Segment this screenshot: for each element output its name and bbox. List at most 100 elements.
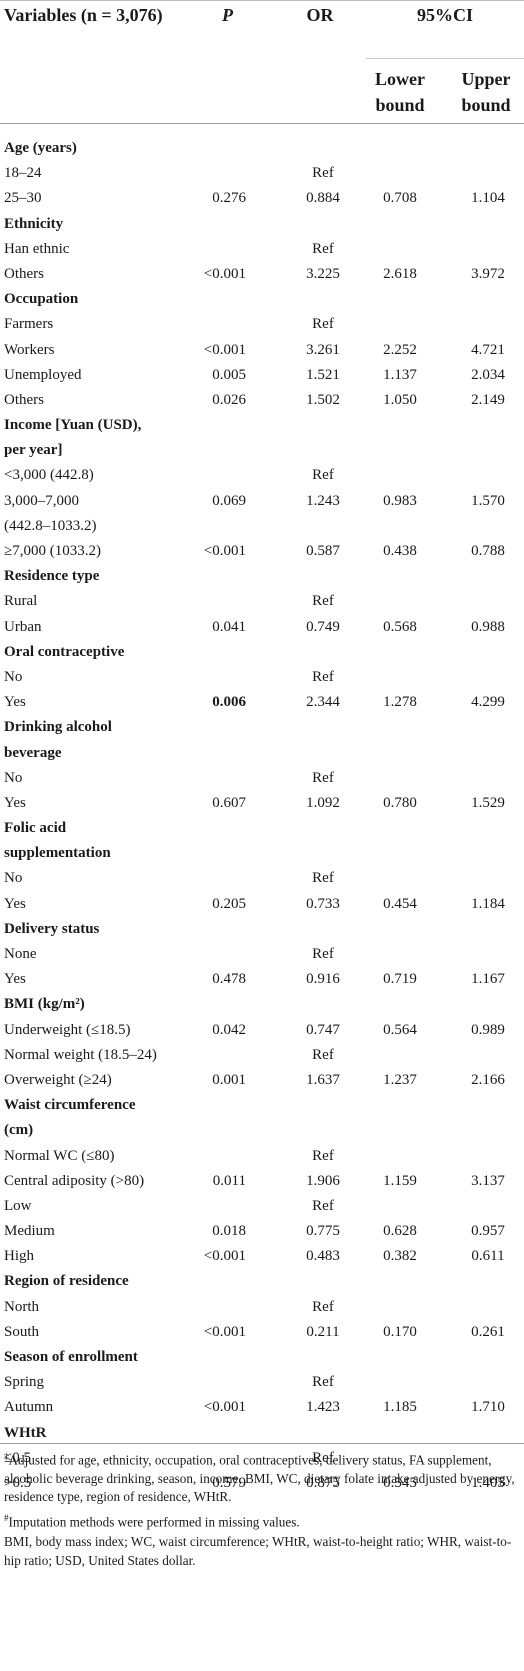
odds-ratio-cell: Ref <box>312 769 334 786</box>
odds-ratio-cell: 3.225 <box>306 265 340 282</box>
table-row: Normal WC (≤80) Ref <box>0 1144 524 1169</box>
table-row: South <0.001 0.211 0.170 0.261 <box>0 1320 524 1345</box>
lower-bound-cell: 0.438 <box>383 543 417 559</box>
row-label: Han ethnic <box>4 240 70 257</box>
upper-bound-cell: 0.988 <box>471 618 505 635</box>
odds-ratio-cell: Ref <box>312 870 334 887</box>
table-row: Central adiposity (>80) 0.011 1.906 1.159 3.… <box>0 1169 524 1194</box>
row-label: Urban <box>4 618 42 635</box>
row-label: Workers <box>4 341 55 358</box>
odds-ratio-cell: 0.587 <box>306 543 340 559</box>
row-label: Oral contraceptive <box>4 643 125 660</box>
table-row: Overweight (≥24) 0.001 1.637 1.237 2.166 <box>0 1068 524 1093</box>
section-row: Occupation <box>0 287 524 312</box>
row-label: Low <box>4 1197 32 1214</box>
table-row: Yes 0.205 0.733 0.454 1.184 <box>0 892 524 917</box>
header-confidence-interval: 95%CI <box>416 5 473 25</box>
row-label: Normal WC (≤80) <box>4 1147 115 1164</box>
odds-ratio-cell: 0.211 <box>306 1323 340 1340</box>
table-footnotes: ‡Adjusted for age, ethnicity, occupation… <box>4 1447 518 1572</box>
row-label: Season of enrollment <box>4 1349 138 1365</box>
row-label: Ethnicity <box>4 215 64 232</box>
lower-bound-cell: 1.237 <box>383 1071 417 1088</box>
p-value-cell: 0.006 <box>212 694 246 711</box>
footnote-adjusted-mark: ‡ <box>4 1451 9 1461</box>
ci-subheader-rule <box>366 58 524 59</box>
row-label: per year] <box>4 442 63 459</box>
p-value-cell: 0.607 <box>212 794 246 811</box>
table-row: Spring Ref <box>0 1370 524 1395</box>
lower-bound-cell: 0.568 <box>383 618 417 635</box>
upper-bound-cell: 4.299 <box>471 694 505 711</box>
table-row: None Ref <box>0 942 524 967</box>
section-row: supplementation <box>0 841 524 866</box>
odds-ratio-cell: 1.423 <box>306 1399 340 1416</box>
p-value-cell: 0.579 <box>212 1474 246 1491</box>
row-label: Region of residence <box>4 1273 129 1290</box>
table-row: Rural Ref <box>0 589 524 614</box>
p-value-cell: 0.276 <box>212 190 246 207</box>
p-value-cell: 0.026 <box>212 391 246 408</box>
table-row: High <0.001 0.483 0.382 0.611 <box>0 1244 524 1269</box>
p-value-cell: 0.478 <box>212 971 246 988</box>
section-row: Oral contraceptive <box>0 640 524 665</box>
row-label: Underweight (≤18.5) <box>4 1021 131 1038</box>
table-row: Yes 0.006 2.344 1.278 4.299 <box>0 690 524 715</box>
header-variables: Variables (n = 3,076) <box>4 5 163 25</box>
table-row: Normal weight (18.5–24) Ref <box>0 1043 524 1068</box>
p-value-cell: 0.001 <box>212 1071 246 1088</box>
header-bottom-rule <box>0 123 524 124</box>
odds-ratio-cell: 0.875 <box>306 1474 340 1491</box>
table-header: Variables (n = 3,076) P OR 95%CI Lower b… <box>0 0 524 124</box>
odds-ratio-cell: 0.733 <box>306 895 340 912</box>
row-label: Farmers <box>4 316 54 333</box>
upper-bound-cell: 1.405 <box>471 1474 505 1491</box>
odds-ratio-cell: Ref <box>312 946 334 962</box>
row-label: Income [Yuan (USD), <box>4 417 142 434</box>
upper-bound-cell: 2.149 <box>471 391 505 408</box>
row-label: Others <box>4 265 44 282</box>
row-label: Waist circumference <box>4 1097 136 1114</box>
row-label: South <box>4 1323 40 1340</box>
odds-ratio-cell: 1.243 <box>306 492 340 509</box>
odds-ratio-cell: Ref <box>312 467 334 484</box>
row-label: Medium <box>4 1223 55 1240</box>
lower-bound-cell: 0.628 <box>383 1223 417 1240</box>
row-label: Yes <box>4 794 26 811</box>
odds-ratio-cell: 0.884 <box>306 190 340 207</box>
row-label: Normal weight (18.5–24) <box>4 1046 157 1063</box>
header-odds-ratio: OR <box>306 5 334 25</box>
lower-bound-cell: 0.983 <box>383 492 417 509</box>
row-label: 3,000–7,000 <box>4 492 79 509</box>
lower-bound-cell: 2.252 <box>383 341 417 358</box>
section-row: Drinking alcohol <box>0 715 524 740</box>
table-row: Others <0.001 3.225 2.618 3.972 <box>0 262 524 287</box>
odds-ratio-cell: Ref <box>312 1147 334 1164</box>
table-end-rule <box>0 1443 524 1444</box>
row-label: Rural <box>4 593 38 610</box>
odds-ratio-cell: 0.747 <box>306 1021 340 1038</box>
lower-bound-cell: 0.170 <box>383 1323 417 1340</box>
row-label: supplementation <box>4 845 111 862</box>
table-row: Workers <0.001 3.261 2.252 4.721 <box>0 338 524 363</box>
section-row: Waist circumference <box>0 1093 524 1118</box>
upper-bound-cell: 0.788 <box>471 543 505 559</box>
row-label: Overweight (≥24) <box>4 1071 112 1088</box>
row-label: No <box>4 769 23 786</box>
section-row: (cm) <box>0 1118 524 1143</box>
odds-ratio-cell: 1.521 <box>306 366 340 383</box>
row-label: Age (years) <box>4 140 77 156</box>
table-row: >0.5 0.579 0.875 0.545 1.405 <box>0 1471 524 1496</box>
table-row: No Ref <box>0 866 524 891</box>
section-row: beverage <box>0 741 524 766</box>
p-value-cell: <0.001 <box>203 1399 246 1416</box>
p-value-cell: 0.005 <box>212 366 246 383</box>
upper-bound-cell: 1.710 <box>471 1399 505 1416</box>
section-row: Income [Yuan (USD), <box>0 413 524 438</box>
p-value-cell: 0.011 <box>212 1172 246 1189</box>
row-label: Spring <box>4 1374 45 1391</box>
row-label: No <box>4 668 23 685</box>
table-row: Yes 0.607 1.092 0.780 1.529 <box>0 791 524 816</box>
header-upper-bound: Upper bound <box>461 69 511 115</box>
